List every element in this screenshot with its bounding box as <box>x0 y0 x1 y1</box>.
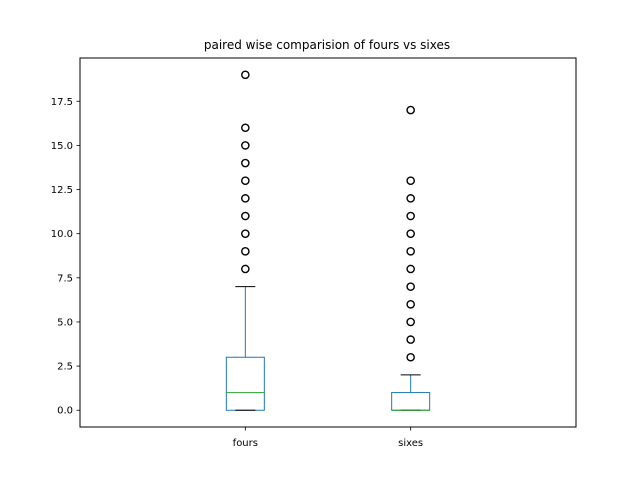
outlier-point <box>406 264 415 274</box>
outlier-point <box>241 194 250 203</box>
outlier-point <box>241 70 250 80</box>
outlier-point <box>406 299 415 309</box>
outlier-point <box>406 282 415 291</box>
plot-frame <box>79 57 577 428</box>
outlier-point <box>406 229 415 238</box>
outlier-point <box>406 211 415 221</box>
outlier-point <box>241 123 250 133</box>
outlier-point <box>406 317 415 327</box>
box-group-fours <box>225 70 265 411</box>
outlier-point <box>241 141 250 150</box>
y-tick-label: 2.5 <box>57 362 73 373</box>
outlier-point <box>406 105 415 115</box>
y-tick-label: 17.5 <box>51 97 73 108</box>
plot-area: 0.0 2.5 5.0 7.5 10.0 12.5 15.0 17.5 fours sixes <box>51 70 431 449</box>
outlier-point <box>241 247 250 256</box>
box-group-sixes <box>391 105 431 411</box>
outlier-point <box>406 194 415 203</box>
x-tick-label: sixes <box>398 438 423 449</box>
outlier-point <box>241 229 250 238</box>
outlier-point <box>406 352 415 362</box>
outlier-point <box>241 158 250 168</box>
outlier-point <box>241 264 250 274</box>
y-tick-label: 10.0 <box>51 229 73 240</box>
outlier-point <box>406 335 415 344</box>
y-tick-label: 5.0 <box>57 317 73 328</box>
outlier-point <box>241 176 250 186</box>
x-tick-label: fours <box>233 438 258 449</box>
outlier-point <box>241 211 250 221</box>
y-tick-label: 7.5 <box>57 273 73 284</box>
y-tick-label: 12.5 <box>51 185 73 196</box>
outlier-point <box>406 176 415 186</box>
y-tick-label: 15.0 <box>51 141 73 152</box>
chart-title: paired wise comparision of fours vs sixe… <box>204 38 450 52</box>
outlier-point <box>406 247 415 256</box>
y-tick-label: 0.0 <box>57 406 73 417</box>
